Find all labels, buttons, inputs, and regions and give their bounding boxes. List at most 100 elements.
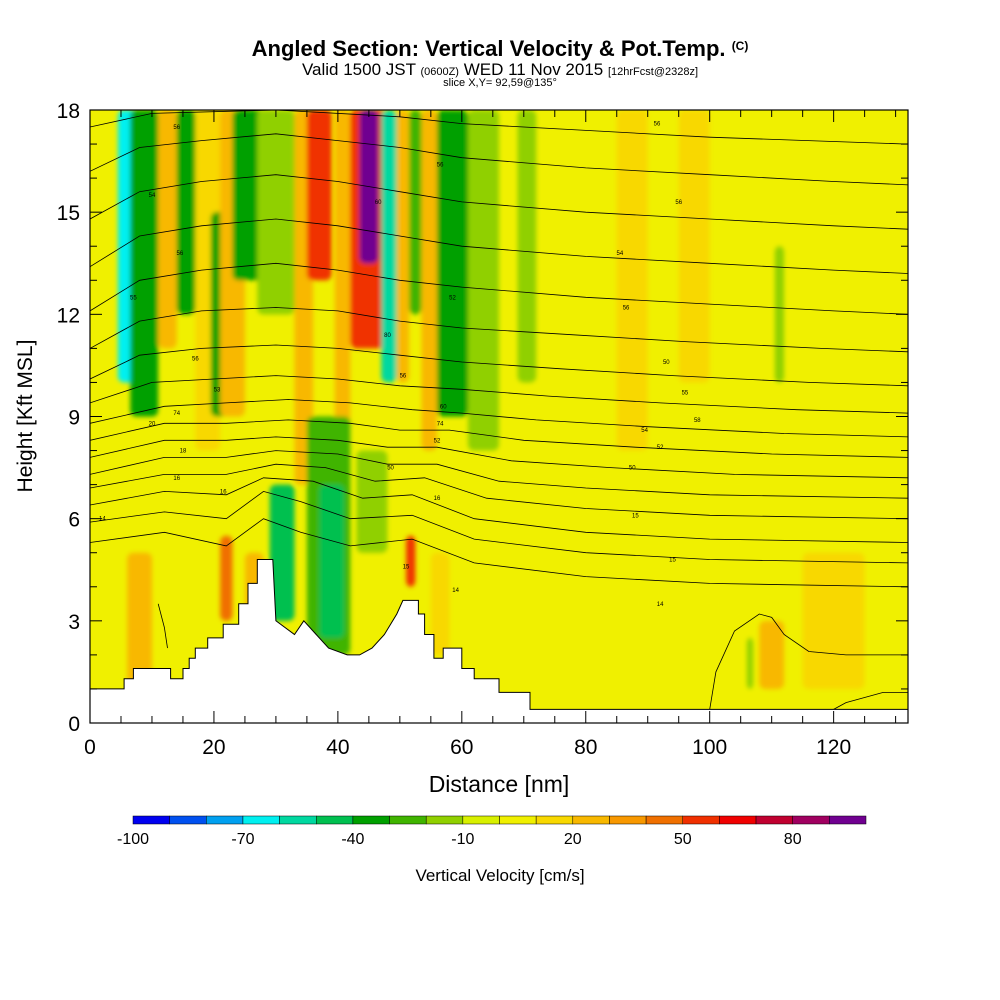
isentrope-line-3: [90, 463, 908, 520]
isentrope-line-0: [90, 518, 908, 588]
y-tick-label: 15: [57, 202, 80, 225]
contour-label-0: 14: [99, 517, 106, 523]
contour-label-20: 50: [387, 466, 394, 472]
contour-label-24: 56: [654, 122, 661, 128]
contour-label-8: 55: [130, 295, 137, 301]
forecast-info: [12hrFcst@2328z]: [607, 66, 699, 78]
contour-labels: 14 16 16 18 20 74 53 56 55 56 54 56 60 56 52 80 56 60 74 52…: [99, 122, 701, 608]
velocity-band-34: [746, 637, 754, 689]
y-tick-label: 9: [68, 407, 80, 430]
colorbar-swatch: [132, 815, 170, 825]
contour-label-16: 56: [400, 374, 407, 380]
chart-title-copyright: (C): [731, 39, 749, 53]
y-tick-label: 3: [68, 611, 80, 634]
isentrope-line-1: [90, 490, 908, 564]
contour-label-15: 80: [384, 333, 391, 339]
colorbar-swatch: [352, 815, 390, 825]
y-tick-label: 18: [57, 100, 80, 123]
x-tick-label: 40: [326, 736, 349, 759]
contour-label-13: 56: [437, 162, 444, 168]
contour-label-10: 54: [149, 193, 156, 199]
colorbar-swatch: [499, 815, 537, 825]
velocity-band-14: [381, 110, 397, 383]
x-axis-label: Distance [nm]: [429, 771, 570, 797]
velocity-band-18: [437, 110, 469, 417]
colorbar-swatch: [572, 815, 610, 825]
x-axis: 0 20 40 60 80 100 120: [84, 110, 897, 759]
velocity-band-2: [158, 110, 177, 349]
colorbar-swatch: [242, 815, 280, 825]
velocity-band-32: [759, 620, 785, 689]
y-axis: 0 3 6 9 12 15 18: [57, 100, 908, 736]
velocity-band-26: [127, 552, 152, 689]
isentrope-line-8: [90, 375, 908, 414]
contour-label-18: 74: [437, 421, 444, 427]
x-tick-label: 60: [450, 736, 473, 759]
colorbar-swatch: [389, 815, 427, 825]
velocity-band-28: [430, 552, 450, 655]
isentrope-line-10: [90, 307, 908, 353]
colorbar-tick-label: -10: [451, 831, 474, 848]
isentrope-line-6: [90, 419, 908, 458]
contour-label-36: 14: [657, 602, 664, 608]
x-tick-label: 100: [692, 736, 727, 759]
contour-label-34: 15: [632, 513, 639, 519]
contour-label-7: 56: [192, 357, 199, 363]
velocity-band-20: [269, 484, 295, 621]
contour-label-21: 16: [434, 496, 441, 502]
colorbar-tick-label: -100: [117, 831, 149, 848]
isentrope-line-14: [90, 133, 908, 186]
isentrope-line-4: [90, 450, 908, 499]
velocity-band-24: [406, 535, 416, 587]
colorbar-swatch: [169, 815, 207, 825]
contour-label-26: 54: [616, 251, 623, 257]
colorbar-label: Vertical Velocity [cm/s]: [415, 866, 584, 885]
velocity-band-8: [257, 110, 295, 315]
velocity-band-16: [409, 110, 422, 315]
isentrope-line-7: [90, 399, 908, 438]
colorbar-tick-label: 50: [674, 831, 692, 848]
isentrope-line-9: [90, 344, 908, 387]
colorbar-tick-label: -70: [231, 831, 254, 848]
isentrope-line-13: [90, 174, 908, 230]
velocity-band-23: [356, 450, 388, 553]
colorbar-swatch: [829, 815, 867, 825]
contour-label-35: 15: [669, 558, 676, 564]
colorbar-swatch: [682, 815, 720, 825]
velocity-band-31: [774, 246, 785, 383]
colorbar-swatch: [719, 815, 757, 825]
velocity-band-17: [421, 110, 438, 451]
y-tick-label: 0: [68, 713, 80, 736]
contour-label-27: 56: [623, 306, 630, 312]
colorbar-tick-label: 80: [784, 831, 802, 848]
contour-label-19: 52: [434, 438, 441, 444]
velocity-band-3: [176, 110, 196, 315]
contour-label-12: 60: [375, 200, 382, 206]
isentrope-line-18: [833, 692, 908, 710]
colorbar-swatch: [425, 815, 464, 825]
colorbar-swatch: [755, 815, 793, 825]
contour-label-2: 16: [220, 489, 227, 495]
valid-time: Valid 1500 JST: [301, 60, 416, 79]
contour-label-30: 58: [694, 418, 701, 424]
contour-label-9: 56: [177, 251, 184, 257]
velocity-band-33: [802, 552, 865, 689]
contour-label-28: 50: [663, 360, 670, 366]
velocity-band-7: [232, 110, 264, 281]
x-tick-label: 20: [202, 736, 225, 759]
colorbar: -100 -70 -40 -10 20 50 80: [117, 815, 867, 848]
y-tick-label: 12: [57, 304, 80, 327]
velocity-band-22: [319, 484, 345, 638]
x-tick-label: 0: [84, 736, 96, 759]
colorbar-swatch: [535, 815, 574, 825]
colorbar-swatch: [279, 815, 317, 825]
colorbar-tick-label: 20: [564, 831, 582, 848]
contour-label-11: 56: [173, 125, 180, 131]
velocity-band-15: [396, 110, 410, 383]
contour-label-29: 55: [682, 391, 689, 397]
terrain-mask: [89, 559, 909, 724]
isentrope-line-16: [157, 603, 168, 649]
colorbar-tick-label: -40: [341, 831, 364, 848]
isentrope-line-2: [90, 477, 908, 543]
colorbar-swatch: [645, 815, 683, 825]
